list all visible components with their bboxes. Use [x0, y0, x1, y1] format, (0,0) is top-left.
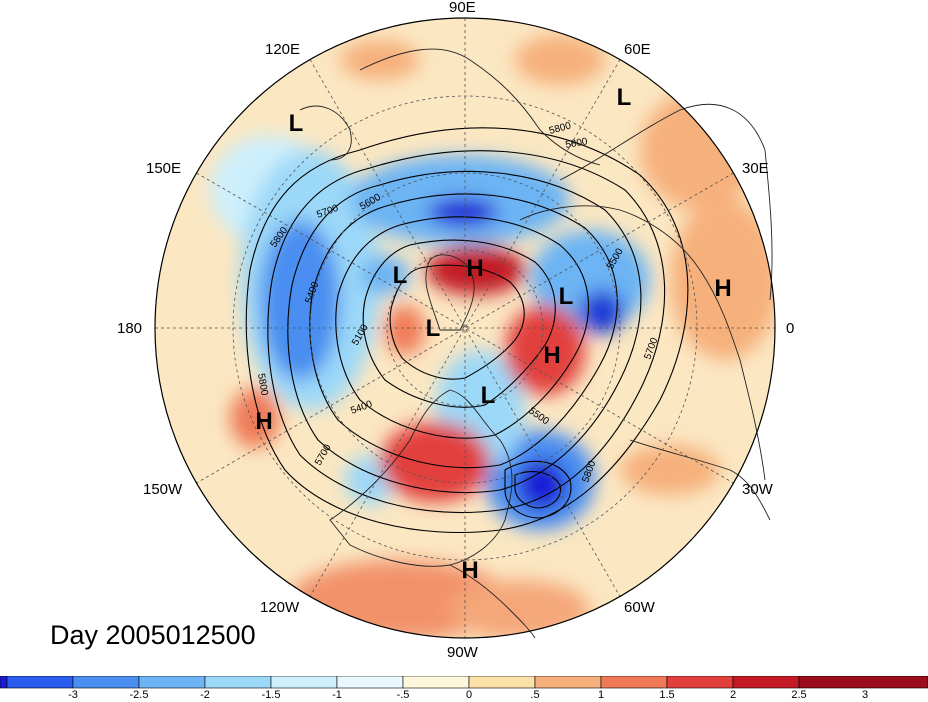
contour-label: 5800 — [255, 373, 270, 397]
colorbar-boxes — [0, 676, 928, 689]
colorbar-tick: .5 — [530, 689, 539, 701]
colorbar-box — [402, 676, 470, 689]
colorbar-box — [666, 676, 734, 689]
colorbar-box — [0, 676, 8, 689]
longitude-label-120w: 120W — [260, 599, 300, 616]
longitude-label-90w: 90W — [447, 644, 478, 661]
low-center: L — [289, 110, 304, 137]
contour-label: 5800 — [565, 136, 589, 151]
longitude-label-150e: 150E — [146, 160, 182, 177]
pressure-centers: L L L L L L H H H H H — [255, 84, 731, 584]
colorbar-tick: -.5 — [397, 689, 410, 701]
colorbar-tick: 2.5 — [791, 689, 806, 701]
high-center: H — [255, 408, 272, 435]
colorbar-tick: -3 — [68, 689, 78, 701]
colorbar-box — [600, 676, 668, 689]
low-center: L — [617, 84, 632, 111]
colorbar-box — [798, 676, 928, 689]
colorbar-box — [468, 676, 536, 689]
longitude-label-60e: 60E — [624, 41, 651, 58]
low-center: L — [426, 315, 441, 342]
colorbar-box — [270, 676, 338, 689]
height-contours — [245, 127, 689, 534]
colorbar: -3 -2.5 -2 -1.5 -1 -.5 0 .5 1 1.5 2 2.5 … — [0, 676, 928, 701]
page-title: Day 2005012500 — [50, 620, 256, 650]
longitude-label-30w: 30W — [742, 481, 773, 498]
colorbar-tick: 3 — [862, 689, 868, 701]
longitude-label-90e: 90E — [449, 0, 476, 16]
colorbar-tick: 1.5 — [659, 689, 674, 701]
longitude-label-180: 180 — [117, 320, 143, 337]
colorbar-tick: -1 — [332, 689, 342, 701]
colorbar-box — [204, 676, 272, 689]
high-center: H — [714, 275, 731, 302]
coastlines — [299, 48, 773, 639]
colorbar-tick: 2 — [730, 689, 736, 701]
low-center: L — [559, 283, 574, 310]
colorbar-tick: -2.5 — [130, 689, 149, 701]
low-center: L — [393, 262, 408, 289]
colorbar-tick: 1 — [598, 689, 604, 701]
low-center: L — [481, 382, 496, 409]
colorbar-box — [732, 676, 800, 689]
colorbar-tick: 0 — [466, 689, 472, 701]
longitude-label-30e: 30E — [742, 160, 769, 177]
longitude-label-150w: 150W — [143, 481, 183, 498]
colorbar-tick: -2 — [200, 689, 210, 701]
colorbar-tick: -1.5 — [262, 689, 281, 701]
high-center: H — [466, 255, 483, 282]
colorbar-box — [6, 676, 74, 689]
high-center: H — [461, 557, 478, 584]
longitude-label-60w: 60W — [624, 599, 655, 616]
longitude-label-0: 0 — [786, 320, 795, 337]
map-boundary — [154, 17, 776, 639]
colorbar-box — [336, 676, 404, 689]
longitude-label-120e: 120E — [265, 41, 301, 58]
graticule — [155, 18, 775, 638]
high-center: H — [543, 342, 560, 369]
colorbar-box — [534, 676, 602, 689]
anomaly-field — [155, 18, 775, 638]
colorbar-box — [138, 676, 206, 689]
colorbar-box — [72, 676, 140, 689]
colorbar-tick-labels: -3 -2.5 -2 -1.5 -1 -.5 0 .5 1 1.5 2 2.5 … — [68, 689, 868, 701]
